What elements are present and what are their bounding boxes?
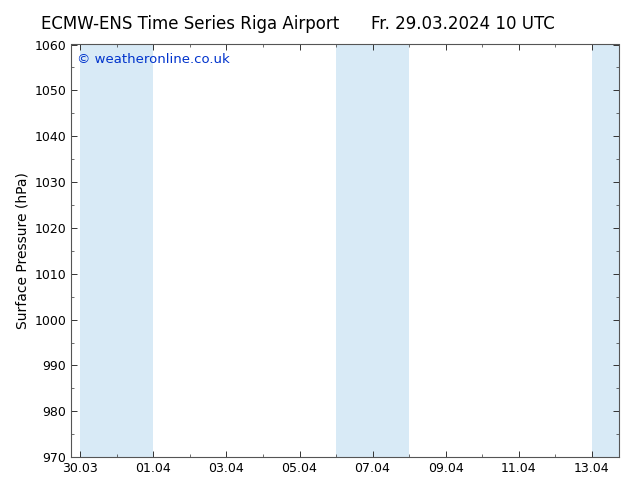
Bar — [592, 45, 628, 457]
Text: © weatheronline.co.uk: © weatheronline.co.uk — [77, 53, 230, 66]
Y-axis label: Surface Pressure (hPa): Surface Pressure (hPa) — [15, 172, 29, 329]
Text: Fr. 29.03.2024 10 UTC: Fr. 29.03.2024 10 UTC — [371, 15, 555, 33]
Bar — [336, 45, 409, 457]
Text: ECMW-ENS Time Series Riga Airport: ECMW-ENS Time Series Riga Airport — [41, 15, 339, 33]
Bar — [81, 45, 153, 457]
